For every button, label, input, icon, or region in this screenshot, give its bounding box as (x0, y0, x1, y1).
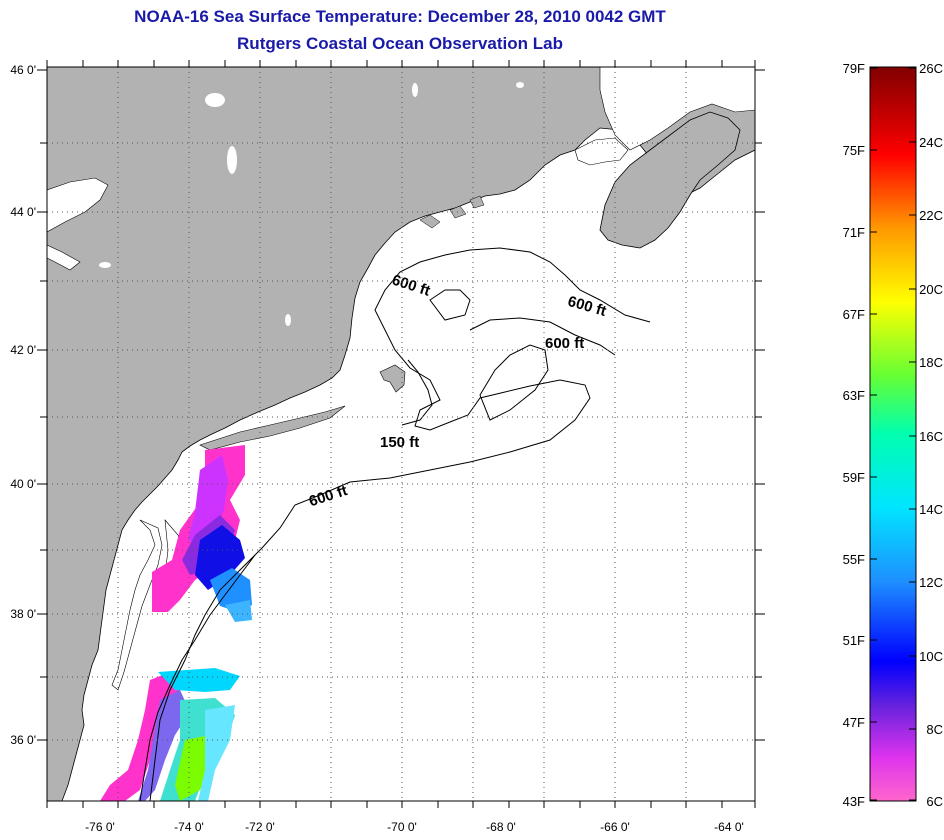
colorbar-label-51f: 51F (843, 633, 865, 648)
lat-label-38: 38 0' (10, 607, 36, 621)
bathymetry-contours (139, 247, 651, 801)
lon-label-72: -72 0' (245, 820, 275, 834)
colorbar-label-8c: 8C (926, 722, 943, 737)
colorbar-label-67f: 67F (843, 307, 865, 322)
colorbar-label-24c: 24C (919, 135, 943, 150)
lat-label-40: 40 0' (10, 477, 36, 491)
lat-label-42: 42 0' (10, 343, 36, 357)
mainland-landmass (47, 67, 755, 801)
bay-of-fundy (574, 137, 629, 166)
contour-label-600ft-3: 600 ft (545, 335, 584, 352)
small-lake (205, 93, 225, 107)
small-lake (99, 262, 111, 268)
sst-data-layer (100, 445, 252, 801)
small-lake (412, 83, 418, 97)
colorbar-label-22c: 22C (919, 208, 943, 223)
axis-ticks (37, 60, 765, 808)
map-title: NOAA-16 Sea Surface Temperature: Decembe… (134, 7, 666, 26)
lon-label-66: -66 0' (600, 820, 630, 834)
colorbar-label-59f: 59F (843, 470, 865, 485)
contour-label-150ft: 150 ft (380, 434, 419, 451)
colorbar-label-75f: 75F (843, 143, 865, 158)
long-island (199, 405, 346, 451)
colorbar-label-47f: 47F (843, 715, 865, 730)
small-lake (285, 314, 291, 326)
colorbar-label-63f: 63F (843, 388, 865, 403)
nova-scotia (599, 111, 741, 249)
colorbar-label-26c: 26C (919, 61, 943, 76)
lon-label-76: -76 0' (85, 820, 115, 834)
colorbar-label-10c: 10C (919, 649, 943, 664)
lat-label-36: 36 0' (10, 733, 36, 747)
lon-label-74: -74 0' (174, 820, 204, 834)
lon-label-64: -64 0' (714, 820, 744, 834)
colorbar-label-14c: 14C (919, 502, 943, 517)
colorbar-label-71f: 71F (843, 225, 865, 240)
lake-ontario (47, 177, 109, 233)
map-frame (46, 66, 756, 802)
colorbar-label-18c: 18C (919, 355, 943, 370)
lake-champlain (227, 146, 237, 174)
map-subtitle: Rutgers Coastal Ocean Observation Lab (237, 34, 563, 53)
temperature-colorbar (869, 66, 917, 802)
colorbar-label-16c: 16C (919, 429, 943, 444)
colorbar-label-12c: 12C (919, 575, 943, 590)
lat-label-44: 44 0' (10, 205, 36, 219)
lake-erie (47, 244, 81, 271)
colorbar-label-55f: 55F (843, 552, 865, 567)
lon-label-68: -68 0' (486, 820, 516, 834)
colorbar-label-79f: 79F (843, 61, 865, 76)
colorbar-label-20c: 20C (919, 282, 943, 297)
gulf-of-st-lawrence (599, 67, 755, 151)
colorbar-ticks (870, 67, 916, 801)
small-lake (516, 82, 524, 88)
cape-cod (379, 364, 406, 393)
colorbar-label-43f: 43F (843, 794, 865, 809)
colorbar-label-6c: 6C (926, 794, 943, 809)
map-gridlines (47, 67, 755, 801)
lat-label-46: 46 0' (10, 63, 36, 77)
lon-label-70: -70 0' (387, 820, 417, 834)
